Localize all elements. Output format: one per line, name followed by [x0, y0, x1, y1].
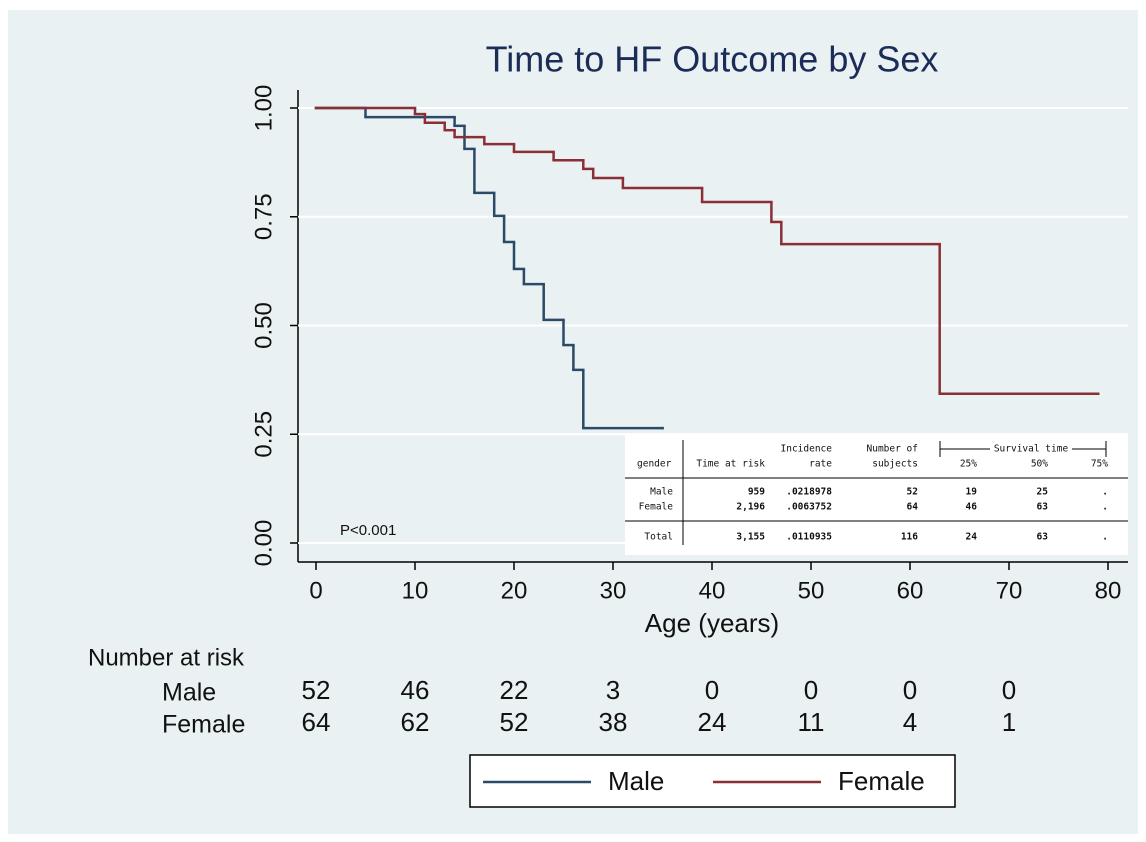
inset-cell: 24	[966, 532, 978, 543]
inset-header: Incidence	[781, 444, 833, 455]
x-tick-label: 60	[897, 577, 924, 604]
risk-value: 52	[302, 675, 331, 705]
inset-cell: .	[1102, 487, 1108, 498]
inset-cell: Total	[644, 532, 673, 543]
inset-cell: .0063752	[786, 502, 832, 513]
inset-cell: .0218978	[786, 487, 832, 498]
risk-title: Number at risk	[88, 644, 245, 671]
inset-cell: 63	[1037, 502, 1049, 513]
inset-cell: .	[1102, 502, 1108, 513]
risk-value: 64	[302, 707, 331, 737]
risk-value: 22	[500, 675, 529, 705]
inset-group-header: Survival time	[994, 444, 1069, 455]
risk-value: 3	[606, 675, 620, 705]
risk-value: 11	[798, 707, 825, 737]
y-tick-label: 0.50	[250, 302, 277, 349]
inset-header: Time at risk	[696, 459, 765, 470]
inset-cell: 116	[901, 532, 918, 543]
inset-header: 75%	[1091, 459, 1108, 470]
inset-header: gender	[637, 459, 672, 470]
inset-cell: Female	[639, 502, 674, 513]
legend-label: Male	[608, 766, 664, 796]
inset-cell: 64	[907, 502, 919, 513]
inset-cell: .	[1102, 532, 1108, 543]
y-tick-label: 0.25	[250, 411, 277, 458]
y-tick-label: 0.00	[250, 520, 277, 567]
x-tick-label: 10	[402, 577, 429, 604]
annotation: P<0.001	[340, 522, 396, 539]
chart-title: Time to HF Outcome by Sex	[486, 39, 939, 80]
x-tick-label: 70	[996, 577, 1023, 604]
risk-value: 4	[903, 707, 917, 737]
risk-value: 38	[599, 707, 628, 737]
x-axis-label: Age (years)	[645, 608, 779, 638]
risk-value: 46	[401, 675, 430, 705]
risk-value: 1	[1002, 707, 1016, 737]
inset-table	[625, 435, 1128, 555]
inset-cell: Male	[650, 487, 673, 498]
x-tick-label: 40	[699, 577, 726, 604]
background	[8, 10, 1138, 834]
inset-cell: .0110935	[786, 532, 832, 543]
x-tick-label: 20	[501, 577, 528, 604]
inset-cell: 959	[748, 487, 765, 498]
x-tick-label: 30	[600, 577, 627, 604]
inset-cell: 46	[966, 502, 978, 513]
inset-header: 50%	[1031, 459, 1048, 470]
risk-row-name: Female	[162, 711, 245, 739]
inset-cell: 52	[907, 487, 918, 498]
y-tick-label: 0.75	[250, 193, 277, 240]
y-tick-label: 1.00	[250, 85, 277, 132]
risk-value: 0	[1002, 675, 1016, 705]
inset-header: subjects	[872, 459, 918, 470]
risk-value: 0	[804, 675, 818, 705]
risk-value: 0	[903, 675, 917, 705]
legend-label: Female	[838, 766, 925, 796]
risk-row-name: Male	[162, 679, 216, 707]
inset-header: Number of	[867, 444, 918, 455]
x-tick-label: 0	[309, 577, 322, 604]
risk-value: 24	[698, 707, 727, 737]
inset-header: rate	[809, 459, 832, 470]
x-tick-label: 80	[1095, 577, 1122, 604]
risk-value: 0	[705, 675, 719, 705]
inset-cell: 63	[1037, 532, 1049, 543]
inset-cell: 2,196	[736, 502, 765, 513]
inset-cell: 25	[1037, 487, 1049, 498]
inset-cell: 19	[966, 487, 978, 498]
risk-value: 62	[401, 707, 430, 737]
inset-header: 25%	[960, 459, 977, 470]
risk-value: 52	[500, 707, 529, 737]
x-tick-label: 50	[798, 577, 825, 604]
inset-cell: 3,155	[736, 532, 765, 543]
